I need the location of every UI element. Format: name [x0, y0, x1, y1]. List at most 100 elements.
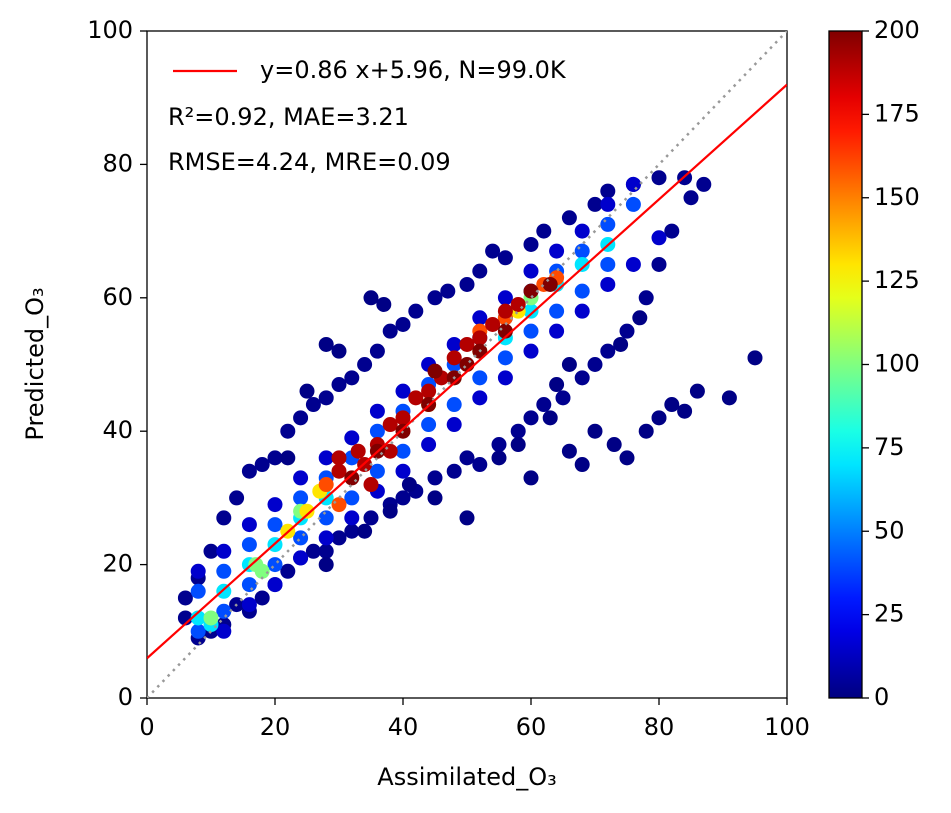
point	[574, 223, 590, 239]
point	[395, 383, 411, 399]
point	[491, 450, 507, 466]
colorbar-tick-label: 125	[874, 266, 920, 294]
point	[632, 310, 648, 326]
y-tick-label: 0	[118, 683, 133, 711]
point	[651, 256, 667, 272]
stats-text: RMSE=4.24, MRE=0.09	[168, 148, 451, 176]
point	[382, 323, 398, 339]
point	[395, 316, 411, 332]
x-axis-label: Assimilated_O₃	[377, 763, 556, 791]
point	[363, 290, 379, 306]
point	[421, 437, 437, 453]
point	[638, 290, 654, 306]
point	[561, 357, 577, 372]
point	[376, 296, 392, 312]
point	[549, 323, 565, 339]
point	[318, 510, 334, 526]
point	[369, 423, 385, 439]
point	[408, 303, 424, 319]
point	[331, 497, 347, 513]
point	[382, 503, 398, 519]
point	[497, 350, 513, 366]
point	[203, 610, 219, 626]
point	[446, 463, 462, 479]
point	[574, 256, 590, 272]
point	[664, 397, 680, 413]
point	[318, 530, 334, 546]
point	[664, 223, 680, 239]
point	[369, 463, 385, 479]
point	[497, 290, 513, 306]
point	[344, 370, 360, 386]
point	[536, 397, 552, 413]
point	[305, 543, 321, 559]
point	[318, 390, 334, 406]
point	[574, 457, 590, 473]
point	[216, 563, 232, 579]
point	[459, 276, 475, 292]
point	[472, 263, 488, 279]
point	[600, 276, 616, 292]
point	[427, 470, 443, 486]
point	[446, 350, 462, 366]
point	[216, 623, 232, 639]
point	[619, 450, 635, 466]
y-tick-label: 40	[102, 416, 133, 444]
point	[318, 477, 334, 493]
point	[696, 176, 712, 192]
point	[254, 563, 270, 579]
point	[190, 563, 206, 579]
point	[574, 370, 590, 386]
point	[280, 423, 296, 439]
point	[344, 510, 360, 526]
point	[561, 210, 577, 226]
y-axis-label: Predicted_O₃	[21, 287, 49, 440]
point	[331, 343, 347, 359]
point	[318, 450, 334, 466]
point	[677, 403, 693, 419]
point	[600, 216, 616, 232]
point	[299, 383, 315, 399]
point	[446, 336, 462, 352]
colorbar-tick-label: 175	[874, 99, 920, 127]
point	[523, 323, 539, 339]
point	[472, 390, 488, 406]
point	[305, 397, 321, 413]
point	[613, 336, 629, 352]
point	[587, 196, 603, 212]
point	[459, 450, 475, 466]
point	[344, 523, 360, 539]
point	[241, 577, 257, 593]
point	[241, 537, 257, 553]
point	[651, 170, 667, 186]
point	[600, 183, 616, 199]
point	[344, 490, 360, 506]
x-tick-label: 40	[388, 713, 419, 741]
point	[401, 477, 417, 493]
point	[190, 623, 206, 639]
point	[299, 503, 315, 519]
y-tick-label: 100	[87, 16, 133, 44]
point	[267, 517, 283, 533]
point	[203, 543, 219, 559]
point	[747, 350, 763, 366]
point	[523, 283, 539, 299]
point	[293, 470, 309, 486]
point	[523, 343, 539, 359]
y-tick-label: 20	[102, 550, 133, 578]
point	[280, 563, 296, 579]
point	[510, 296, 526, 312]
y-tick-label: 60	[102, 283, 133, 311]
point	[689, 383, 705, 399]
point	[606, 437, 622, 453]
point	[293, 410, 309, 426]
legend-label: y=0.86 x+5.96, N=99.0K	[260, 56, 567, 84]
point	[421, 383, 437, 399]
x-tick-label: 0	[139, 713, 154, 741]
point	[254, 590, 270, 606]
fit-line	[147, 83, 787, 660]
point	[638, 423, 654, 439]
point	[446, 417, 462, 433]
point	[600, 343, 616, 359]
